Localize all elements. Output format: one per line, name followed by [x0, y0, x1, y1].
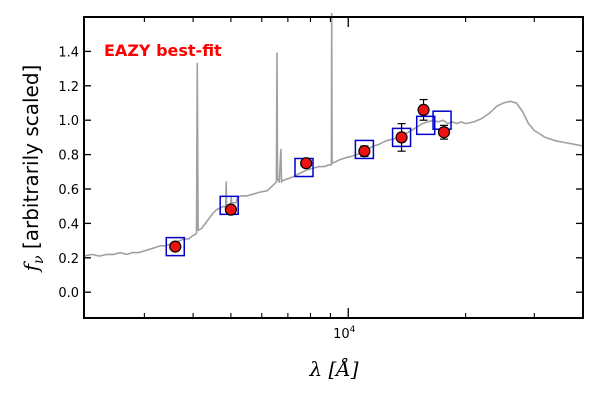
y-axis-label-nu: ν — [31, 255, 47, 264]
y-tick-label-1: 0.2 — [58, 252, 79, 267]
x-tick-label-base: 10 — [333, 327, 350, 342]
y-axis-label: fν [arbitrarily scaled] — [19, 65, 47, 274]
y-tick-label-7: 1.4 — [58, 45, 79, 60]
observed-flux-point-6 — [437, 126, 451, 139]
observed-flux-point-0 — [169, 240, 182, 253]
y-tick-label-2: 0.4 — [58, 217, 79, 232]
observed-flux-point-3 — [358, 145, 371, 158]
x-axis-label: λ [Å] — [308, 356, 358, 381]
observed-flux-point-4 — [395, 131, 408, 144]
series-layer — [83, 12, 584, 257]
y-axis-label-rest: [arbitrarily scaled] — [19, 65, 43, 256]
model-flux-square-5 — [415, 115, 436, 136]
x-tick-label-major: 104 — [333, 325, 356, 342]
chart-annotation: EAZY best-fit — [104, 41, 222, 60]
x-axis-label-suffix: ] — [350, 357, 359, 381]
y-tick-label-5: 1.0 — [58, 114, 79, 129]
plot-frame — [83, 16, 584, 319]
x-axis-label-unit: Å — [334, 356, 350, 381]
x-tick-label-exponent: 4 — [350, 325, 356, 335]
tick-layer: 0.0 0.2 0.4 0.6 0.8 1.0 1.2 1.4 104 — [58, 17, 584, 342]
x-axis-label-prefix: λ [ — [308, 357, 336, 381]
y-tick-label-6: 1.2 — [58, 80, 79, 95]
observed-flux-point-5 — [417, 103, 430, 116]
observed-flux-point-1 — [224, 203, 237, 216]
model-flux-square-3 — [354, 139, 375, 160]
observed-flux-point-2 — [300, 157, 313, 170]
y-tick-label-0: 0.0 — [58, 286, 79, 301]
y-tick-label-4: 0.8 — [58, 149, 79, 164]
y-tick-label-3: 0.6 — [58, 183, 79, 198]
model-flux-square-0 — [165, 236, 186, 257]
